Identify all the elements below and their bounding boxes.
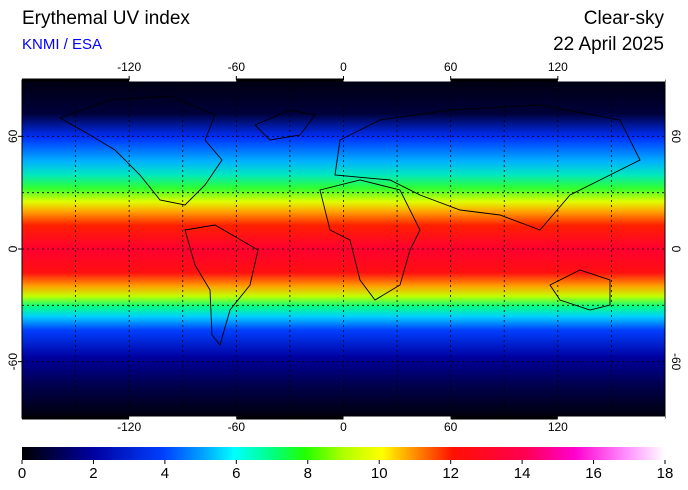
condition: Clear-sky bbox=[584, 8, 665, 29]
lon-tick-label: -60 bbox=[228, 420, 246, 434]
coastline bbox=[549, 269, 611, 311]
colorbar bbox=[22, 447, 665, 460]
coastline bbox=[184, 224, 259, 346]
colorbar-tick-label: 18 bbox=[657, 465, 674, 482]
colorbar-tick-label: 0 bbox=[18, 465, 26, 482]
colorbar-tick-label: 10 bbox=[371, 465, 388, 482]
lon-tick-label: -60 bbox=[228, 60, 246, 74]
coastlines bbox=[58, 95, 641, 346]
colorbar-tick-label: 14 bbox=[514, 465, 531, 482]
colorbar-tick-label: 4 bbox=[161, 465, 169, 482]
lon-tick-label: 120 bbox=[548, 420, 568, 434]
lon-tick-label: 60 bbox=[444, 420, 458, 434]
lat-tick-label: 60 bbox=[669, 130, 683, 144]
colorbar-tick-label: 8 bbox=[304, 465, 312, 482]
lat-tick-label: 0 bbox=[669, 246, 683, 253]
grid bbox=[22, 80, 665, 418]
lon-tick-label: -120 bbox=[117, 420, 141, 434]
axes: -120 -120 -60 -60 0 0 60 60 120 120 60 60 0 0 -60 -60 bbox=[6, 60, 683, 434]
lon-tick-label: 120 bbox=[548, 60, 568, 74]
lon-tick-label: -120 bbox=[117, 60, 141, 74]
lon-tick-label: 60 bbox=[444, 60, 458, 74]
lat-tick-label: 60 bbox=[6, 129, 20, 143]
colorbar-tick-label: 2 bbox=[89, 465, 97, 482]
title: Erythemal UV index bbox=[22, 8, 190, 29]
colorbar-tick-label: 12 bbox=[442, 465, 459, 482]
source: KNMI / ESA bbox=[22, 36, 102, 53]
coastline bbox=[334, 104, 641, 231]
lat-tick-label: -60 bbox=[669, 353, 683, 371]
coastline bbox=[58, 95, 223, 206]
lat-tick-label: 0 bbox=[6, 245, 20, 252]
lat-tick-label: -60 bbox=[6, 353, 20, 371]
colorbar-ticks: 0 2 4 6 8 10 12 14 16 18 bbox=[18, 460, 674, 482]
date: 22 April 2025 bbox=[553, 34, 664, 55]
coastline bbox=[254, 109, 316, 141]
colorbar-tick-label: 16 bbox=[585, 465, 602, 482]
lon-tick-label: 0 bbox=[340, 60, 347, 74]
colorbar-tick-label: 6 bbox=[232, 465, 240, 482]
lon-tick-label: 0 bbox=[340, 420, 347, 434]
